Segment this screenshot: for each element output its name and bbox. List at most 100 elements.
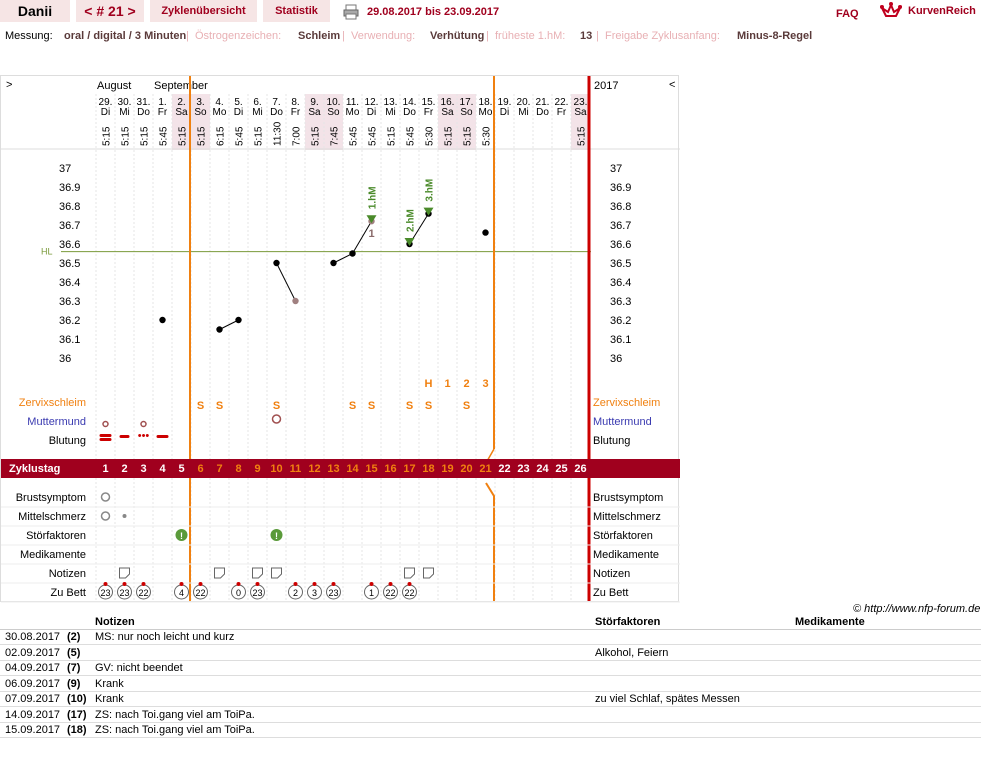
row-label: Störfaktoren: [593, 530, 653, 542]
day-weekday: Di: [367, 107, 376, 118]
temp-tick-left: 36.8: [59, 201, 80, 213]
temp-tick-right: 36.4: [610, 277, 631, 289]
cycle-navigation[interactable]: < # 21 >: [76, 0, 144, 22]
row-label: Notizen: [49, 568, 86, 580]
medication-header: Medikamente: [795, 616, 865, 628]
bedtime-marker: [331, 582, 336, 586]
hm-label: 1.hM: [368, 186, 379, 209]
copyright: © http://www.nfp-forum.de: [853, 603, 981, 615]
row-label: Zervixschleim: [593, 397, 660, 409]
day-date: 4.: [215, 97, 223, 108]
day-weekday: Di: [500, 107, 509, 118]
bedtime-value: 0: [236, 588, 241, 598]
day-weekday: Di: [101, 107, 110, 118]
temp-tick-left: 36.7: [59, 220, 80, 232]
day-weekday: Do: [270, 107, 283, 118]
brand-name[interactable]: KurvenReich: [908, 5, 976, 17]
bedtime-value: 2: [293, 588, 298, 598]
temp-tick-right: 36: [610, 353, 622, 365]
temp-connector: [219, 319, 239, 330]
weekend-shade: [457, 94, 476, 150]
date-range: 29.08.2017 bis 23.09.2017: [367, 6, 500, 18]
day-weekday: Mo: [213, 107, 227, 118]
cycle-day-number: 9: [254, 463, 260, 475]
usage-value: Verhütung: [430, 30, 485, 42]
row-label: Blutung: [593, 435, 630, 447]
notes-note: GV: nicht beendet: [95, 662, 183, 674]
day-weekday: So: [327, 107, 340, 118]
cervix-mark: S: [197, 400, 204, 412]
notes-date: 02.09.2017: [5, 646, 61, 659]
cycle-day-number: 8: [235, 463, 241, 475]
disturbances-header: Störfaktoren: [595, 616, 661, 628]
bedtime-value: 22: [138, 588, 148, 598]
earliest-hm-value: 13: [580, 30, 593, 42]
cervix-mark: S: [406, 400, 413, 412]
notes-note: ZS: nach Toi.gang viel am ToiPa.: [95, 724, 255, 736]
day-date: 9.: [310, 97, 318, 108]
tab-cycle-overview[interactable]: Zyklenübersicht: [150, 0, 257, 22]
measure-time: 7:00: [292, 126, 303, 146]
measure-time: 5:15: [387, 126, 398, 146]
temp-tick-left: 36.6: [59, 239, 80, 251]
release-label: Freigabe Zyklusanfang:: [605, 30, 720, 42]
day-date: 8.: [291, 97, 299, 108]
hm-label: 2.hM: [406, 209, 417, 232]
measure-time: 5:15: [254, 126, 265, 146]
crown-logo: [880, 2, 902, 17]
measure-label: Messung:: [5, 30, 53, 42]
temp-point: [330, 259, 337, 267]
bedtime-marker: [312, 582, 317, 586]
notes-date: 30.08.2017: [5, 631, 61, 643]
temp-tick-left: 36.2: [59, 315, 80, 327]
earliest-hm-label: früheste 1.hM:: [495, 30, 566, 42]
row-label: Notizen: [593, 568, 630, 580]
temp-point: [482, 229, 489, 236]
bedtime-marker: [179, 582, 184, 586]
bedtime-marker: [141, 582, 146, 586]
day-date: 29.: [99, 97, 113, 108]
bedtime-marker: [255, 582, 260, 586]
day-weekday: Do: [137, 107, 150, 118]
row-label: Brustsymptom: [593, 492, 663, 504]
notes-day: (7): [67, 662, 81, 674]
row-label: Zu Bett: [51, 587, 86, 599]
faq-link[interactable]: FAQ: [836, 8, 859, 20]
day-weekday: So: [460, 107, 473, 118]
temp-connector: [333, 253, 353, 264]
notes-note: MS: nur noch leicht und kurz: [95, 631, 235, 643]
disturbance-icon: !: [275, 531, 278, 541]
day-date: 15.: [422, 97, 436, 108]
notes-row: 06.09.2017 (9) Krank: [0, 677, 981, 692]
notes-date: 15.09.2017: [5, 724, 61, 736]
notes-day: (18): [67, 724, 87, 736]
day-date: 21.: [536, 97, 550, 108]
print-icon[interactable]: [343, 4, 359, 20]
temp-point: [273, 259, 280, 267]
temp-tick-left: 36.4: [59, 277, 80, 289]
day-date: 12.: [365, 97, 379, 108]
bedtime-value: 22: [404, 588, 414, 598]
day-date: 7.: [272, 97, 280, 108]
day-weekday: Fr: [424, 107, 434, 118]
temp-tick-right: 37: [610, 163, 622, 175]
bedtime-marker: [407, 582, 412, 586]
hl-label: HL: [41, 247, 53, 257]
temp-tick-right: 36.5: [610, 258, 631, 270]
cervix-mark: S: [349, 400, 356, 412]
weekend-shade: [438, 94, 457, 150]
cervix-circle: [140, 420, 147, 428]
cycle-day-number: 17: [403, 463, 415, 475]
cycle-day-number: 6: [197, 463, 203, 475]
notes-day: (5): [67, 646, 81, 659]
cycle-day-number: 7: [216, 463, 222, 475]
day-date: 10.: [327, 97, 341, 108]
measure-time: 11:30: [273, 121, 284, 146]
tab-statistics[interactable]: Statistik: [263, 0, 330, 22]
notes-date: 14.09.2017: [5, 708, 61, 721]
cycle-day-number: 12: [308, 463, 320, 475]
notes-row: 30.08.2017 (2) MS: nur noch leicht und kur…: [0, 630, 981, 645]
cycle-day-number: 11: [290, 463, 302, 475]
day-date: 22.: [555, 97, 569, 108]
temp-tick-left: 36.5: [59, 258, 80, 270]
